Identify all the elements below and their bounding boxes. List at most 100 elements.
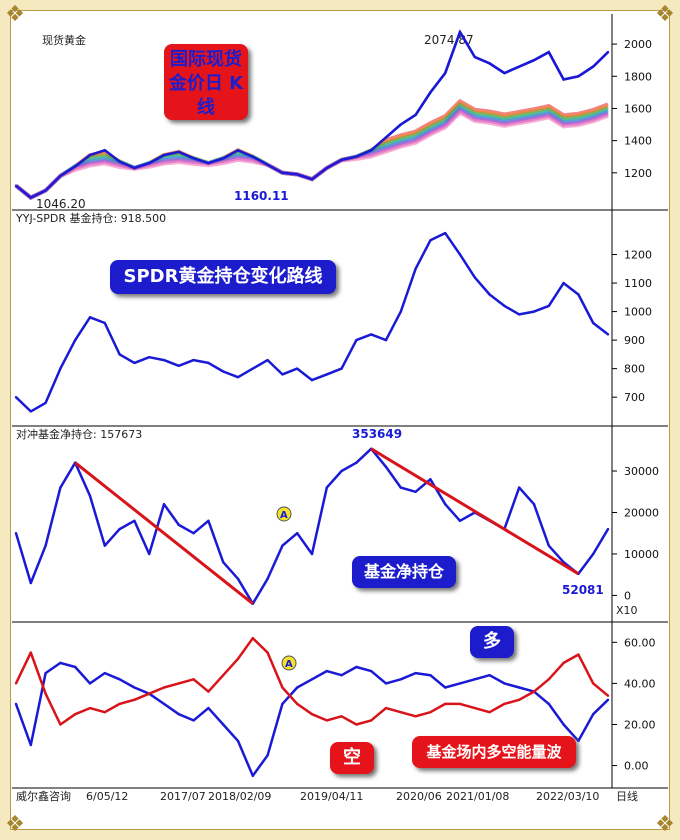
data-point	[236, 657, 240, 660]
data-point	[44, 401, 47, 405]
data-point	[340, 715, 343, 718]
data-point	[532, 690, 536, 693]
data-point	[118, 353, 121, 356]
data-point	[192, 719, 195, 722]
data-point	[14, 682, 18, 685]
corner-ornament-icon: ❖	[655, 812, 675, 837]
data-point	[325, 669, 328, 673]
data-point	[488, 673, 491, 677]
data-point	[355, 665, 358, 669]
y-tick-label: 20.00	[624, 718, 656, 731]
data-point	[414, 671, 417, 675]
date-tick: 2020/06	[396, 790, 442, 803]
data-point	[414, 490, 417, 493]
data-point	[340, 469, 343, 473]
data-point	[340, 367, 343, 370]
data-point	[192, 532, 195, 535]
series-line	[14, 447, 610, 605]
data-point	[444, 231, 447, 235]
data-point	[44, 671, 47, 675]
date-tick: 2017/07	[160, 790, 206, 803]
data-point	[162, 702, 166, 706]
data-point	[429, 673, 432, 677]
data-point	[251, 637, 254, 640]
data-point	[458, 253, 462, 256]
net-high-label: 353649	[352, 427, 402, 441]
data-point	[177, 523, 180, 527]
price-mid-label: 1160.11	[234, 189, 289, 203]
data-point	[429, 710, 432, 714]
data-point	[606, 333, 610, 336]
data-point	[236, 376, 240, 379]
y-tick-label: 0	[624, 589, 631, 602]
y-tick-label: 700	[624, 391, 645, 404]
data-point	[562, 661, 565, 665]
data-point	[414, 267, 417, 270]
data-point	[14, 702, 18, 706]
data-point	[88, 706, 92, 710]
data-point	[296, 702, 299, 706]
y-tick-label: 20000	[624, 506, 659, 519]
data-point	[192, 358, 195, 362]
data-point	[547, 544, 550, 547]
data-point	[325, 373, 328, 376]
data-point	[488, 293, 491, 296]
data-point	[44, 692, 47, 695]
date-tick: 2019/04/11	[300, 790, 363, 803]
data-point	[192, 678, 195, 681]
y-tick-label: 60.00	[624, 636, 656, 649]
data-point	[518, 486, 521, 489]
y-tick-label: 800	[624, 363, 645, 376]
net-position-badge: 基金净持仓	[352, 556, 456, 588]
data-point	[547, 678, 550, 681]
data-point	[118, 527, 121, 531]
data-point	[606, 527, 610, 531]
data-point	[518, 686, 521, 689]
data-point	[325, 719, 328, 722]
data-point	[59, 661, 62, 665]
net-low-label: 52081	[562, 583, 604, 597]
data-point	[251, 774, 254, 778]
data-point	[577, 653, 580, 656]
data-point	[162, 358, 166, 362]
corner-ornament-icon: ❖	[655, 2, 675, 27]
net-pane-title: 对冲基金净持仓: 157673	[16, 427, 142, 441]
data-point	[177, 364, 180, 367]
y-tick-label: 2000	[624, 38, 652, 51]
data-point	[503, 682, 506, 685]
data-point	[29, 581, 32, 585]
data-point	[222, 561, 225, 564]
data-point	[444, 502, 447, 506]
data-point	[355, 461, 358, 464]
data-point	[103, 321, 107, 325]
data-point	[74, 665, 77, 669]
data-point	[370, 669, 373, 673]
data-point	[310, 713, 314, 716]
data-point	[384, 682, 388, 685]
data-point	[266, 577, 269, 581]
data-point	[355, 723, 358, 726]
data-point	[88, 682, 92, 685]
data-point	[29, 743, 32, 747]
data-point	[606, 698, 610, 702]
marker-a-icon: A	[281, 655, 297, 671]
gold-badge: 国际现货金价日 K线	[164, 44, 248, 120]
data-point	[592, 321, 595, 325]
data-point	[133, 686, 136, 689]
corner-ornament-icon: ❖	[5, 812, 25, 837]
data-point	[162, 686, 166, 689]
data-point	[14, 532, 18, 535]
data-point	[518, 698, 521, 702]
data-point	[518, 313, 521, 316]
unit-label: X10	[616, 604, 638, 617]
date-tick: 2021/01/08	[446, 790, 509, 803]
period-label: 日线	[616, 789, 638, 803]
y-tick-label: 0.00	[624, 760, 649, 773]
y-tick-label: 40.00	[624, 677, 656, 690]
data-point	[429, 478, 432, 481]
data-point	[562, 281, 565, 285]
date-tick: 6/05/12	[86, 790, 128, 803]
data-point	[222, 370, 225, 373]
data-point	[103, 544, 107, 547]
